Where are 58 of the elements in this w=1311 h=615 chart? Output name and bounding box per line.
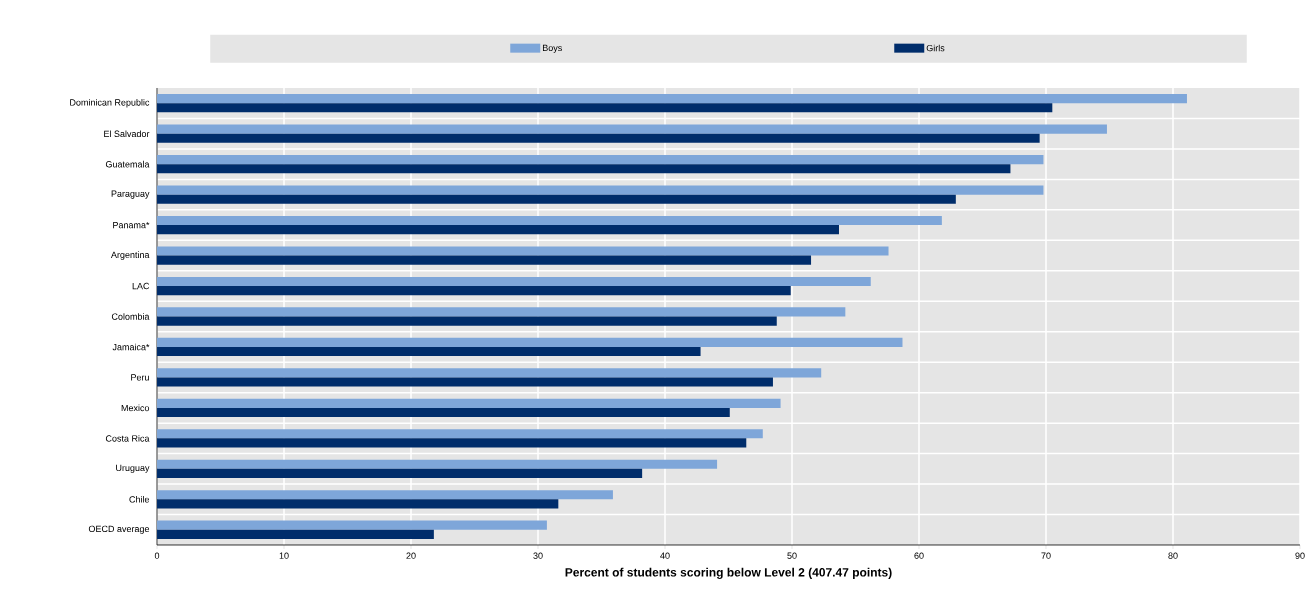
y-tick-label: Argentina [110,251,150,260]
bar [157,276,871,287]
x-tick-label: 20 [406,552,416,559]
x-tick-label: 40 [660,552,670,559]
y-tick-label: Uruguay [116,464,150,473]
y-tick-label: LAC [132,282,150,290]
legend-label: Girls [926,44,945,52]
bar [157,468,643,478]
bar [157,155,1044,165]
bar [157,438,747,448]
bar [157,194,956,204]
bar [157,103,1053,113]
y-tick-label: Dominican Republic [70,99,150,108]
legend-label: Boys [542,44,562,53]
y-tick-label: Guatemala [105,160,150,168]
bar [157,429,763,439]
x-tick-label: 60 [914,552,924,559]
y-tick-label: Colombia [111,313,150,320]
bar [157,246,889,256]
x-tick-label: 80 [1168,552,1178,559]
bar [157,286,791,296]
bar [157,499,559,509]
x-tick-label: 70 [1041,552,1051,559]
bar [157,124,1107,134]
bar [157,307,846,317]
bar [157,185,1044,195]
bar [157,529,434,539]
bar [157,520,547,530]
bar [157,255,812,265]
y-tick-label: Peru [131,374,149,381]
y-tick-label: Chile [129,495,150,503]
bar [157,368,822,378]
x-tick-label: 0 [154,552,160,559]
bar [157,398,781,408]
bar [157,490,613,500]
y-tick-label: Jamaica* [112,343,150,351]
y-tick-label: Costa Rica [105,435,150,442]
bar [157,316,777,326]
bar [157,215,942,226]
bar [157,164,1011,174]
y-tick-label: Mexico [121,404,150,412]
bar [157,337,903,347]
bar [157,94,1187,104]
bar [157,346,701,357]
bar [157,133,1040,143]
x-tick-label: 10 [279,552,289,559]
bar [157,377,773,387]
y-tick-label: Paraguay [111,190,150,199]
x-axis-title: Percent of students scoring below Level 2 (407.47 points) [565,567,892,579]
x-tick-label: 90 [1295,552,1305,559]
bar [157,225,839,235]
bar [157,459,718,469]
x-tick-label: 50 [787,552,797,559]
bar [157,407,730,418]
x-tick-label: 30 [533,552,543,559]
y-tick-label: El Salvador [104,130,150,138]
y-tick-label: Panama* [113,221,150,229]
y-tick-label: OECD average [88,525,150,534]
